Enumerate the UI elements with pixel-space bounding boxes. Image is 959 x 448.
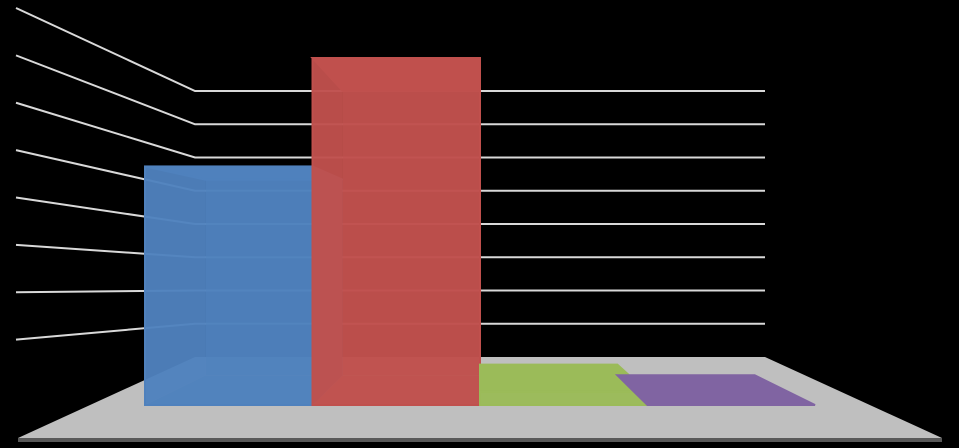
grid-line [15,101,765,159]
bar [479,390,649,406]
bar [311,57,481,406]
bar-top [614,374,816,406]
grid-line [15,7,765,92]
bar [144,165,314,406]
grid-line [15,54,765,126]
